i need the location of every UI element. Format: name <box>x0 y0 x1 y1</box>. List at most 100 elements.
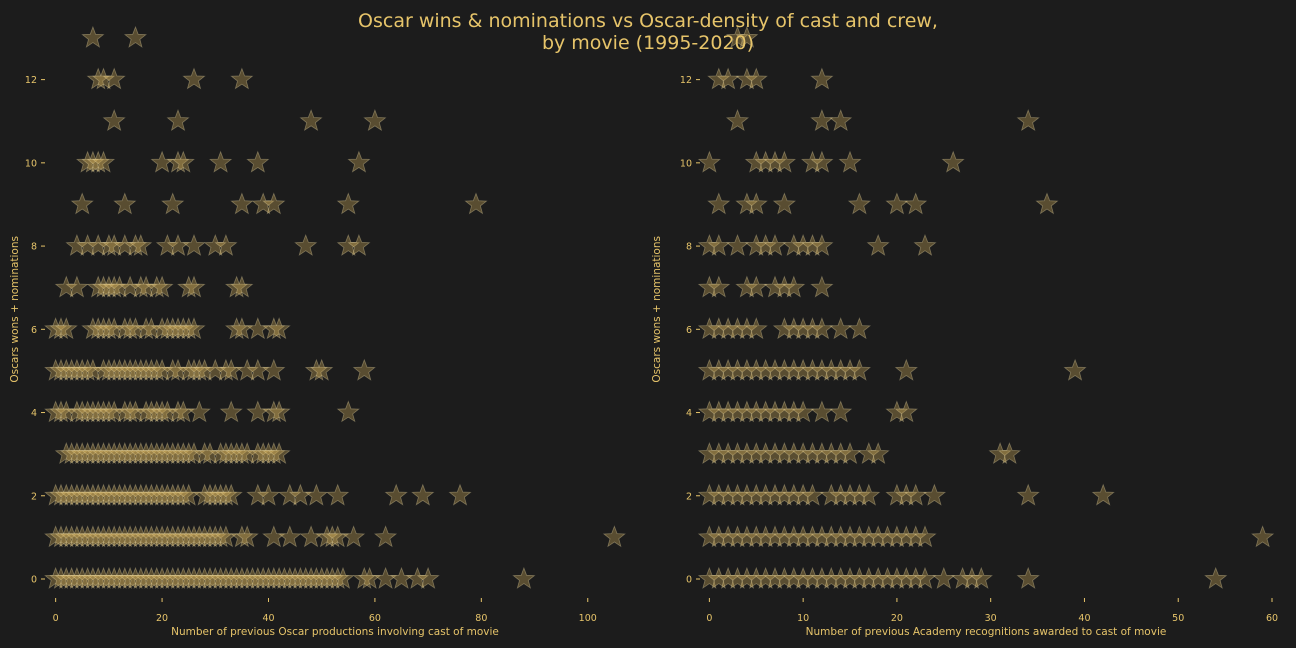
star-data-point <box>829 483 853 506</box>
star-data-point <box>894 400 918 423</box>
star-data-point <box>134 525 158 548</box>
star-data-point <box>60 442 84 465</box>
star-data-point <box>288 566 313 589</box>
star-data-point <box>735 442 759 465</box>
star-data-point <box>150 150 174 173</box>
star-data-point <box>904 566 928 589</box>
star-data-point <box>262 192 286 215</box>
star-data-point <box>97 400 121 423</box>
star-data-point <box>139 358 163 381</box>
star-data-point <box>772 442 796 465</box>
star-data-point <box>118 525 142 548</box>
right-y-axis-label: Oscars wons + nominations <box>651 236 663 383</box>
star-data-point <box>363 109 387 132</box>
star-data-point <box>123 233 147 256</box>
star-data-point <box>310 566 334 589</box>
star-data-point <box>81 317 105 340</box>
star-data-point <box>416 566 440 589</box>
star-data-point <box>801 525 825 548</box>
star-data-point <box>86 317 110 340</box>
star-data-point <box>1251 525 1275 548</box>
star-data-point <box>262 566 286 589</box>
star-data-point <box>810 358 834 381</box>
star-data-point <box>139 566 164 589</box>
star-data-point <box>464 192 488 215</box>
star-data-point <box>697 275 721 298</box>
star-data-point <box>782 442 806 465</box>
star-data-point <box>155 525 179 548</box>
star-data-point <box>230 67 254 90</box>
star-data-point <box>913 525 937 548</box>
y-tick-label: 12 <box>25 75 37 86</box>
star-data-point <box>810 233 834 256</box>
star-data-point <box>829 400 853 423</box>
right-x-axis-label: Number of previous Academy recognitions … <box>806 626 1167 638</box>
star-data-point <box>829 566 853 589</box>
star-data-point <box>950 566 975 589</box>
star-data-point <box>107 358 132 381</box>
star-data-point <box>155 317 179 340</box>
star-data-point <box>118 483 142 506</box>
star-data-point <box>182 566 206 589</box>
star-data-point <box>288 483 312 506</box>
star-data-point <box>86 566 110 589</box>
star-data-point <box>246 358 270 381</box>
star-data-point <box>847 566 872 589</box>
star-data-point <box>838 150 862 173</box>
star-data-point <box>791 566 815 589</box>
star-data-point <box>113 358 137 381</box>
star-data-point <box>161 317 185 340</box>
star-data-point <box>224 566 249 589</box>
star-data-point <box>193 358 217 381</box>
star-data-point <box>913 233 937 256</box>
left-x-axis-label: Number of previous Oscar productions inv… <box>171 626 499 638</box>
star-data-point <box>707 400 731 423</box>
star-data-point <box>230 317 254 340</box>
star-data-point <box>235 525 259 548</box>
star-data-point <box>1035 192 1059 215</box>
star-data-point <box>203 358 227 381</box>
star-data-point <box>283 566 307 589</box>
star-data-point <box>182 233 206 256</box>
chart-title-line-1: Oscar wins & nominations vs Oscar-densit… <box>358 10 938 32</box>
star-data-point <box>81 25 105 48</box>
star-data-point <box>744 192 768 215</box>
star-data-point <box>187 525 211 548</box>
star-data-point <box>203 233 227 256</box>
star-data-point <box>161 483 185 506</box>
star-data-point <box>107 275 132 298</box>
star-data-point <box>707 483 731 506</box>
star-data-point <box>763 233 787 256</box>
star-data-point <box>829 317 853 340</box>
star-data-point <box>763 483 787 506</box>
star-data-point <box>59 566 84 589</box>
star-data-point <box>123 400 147 423</box>
y-tick-label: 10 <box>680 158 692 169</box>
star-data-point <box>246 150 270 173</box>
star-data-point <box>203 525 227 548</box>
star-data-point <box>224 317 249 340</box>
star-data-point <box>857 525 881 548</box>
star-data-point <box>754 400 778 423</box>
star-data-point <box>904 192 928 215</box>
star-data-point <box>697 233 721 256</box>
star-data-point <box>97 525 121 548</box>
left-star-markers <box>44 25 626 589</box>
star-data-point <box>894 525 918 548</box>
star-data-point <box>697 358 721 381</box>
star-data-point <box>107 525 132 548</box>
star-data-point <box>697 483 721 506</box>
star-data-point <box>246 442 270 465</box>
star-data-point <box>113 317 137 340</box>
star-data-point <box>866 233 890 256</box>
star-data-point <box>150 358 174 381</box>
star-data-point <box>725 566 750 589</box>
star-data-point <box>744 525 768 548</box>
star-data-point <box>857 442 881 465</box>
star-data-point <box>161 525 185 548</box>
star-data-point <box>810 442 834 465</box>
star-data-point <box>92 67 116 90</box>
star-data-point <box>214 483 238 506</box>
star-data-point <box>166 317 190 340</box>
star-data-point <box>129 566 153 589</box>
